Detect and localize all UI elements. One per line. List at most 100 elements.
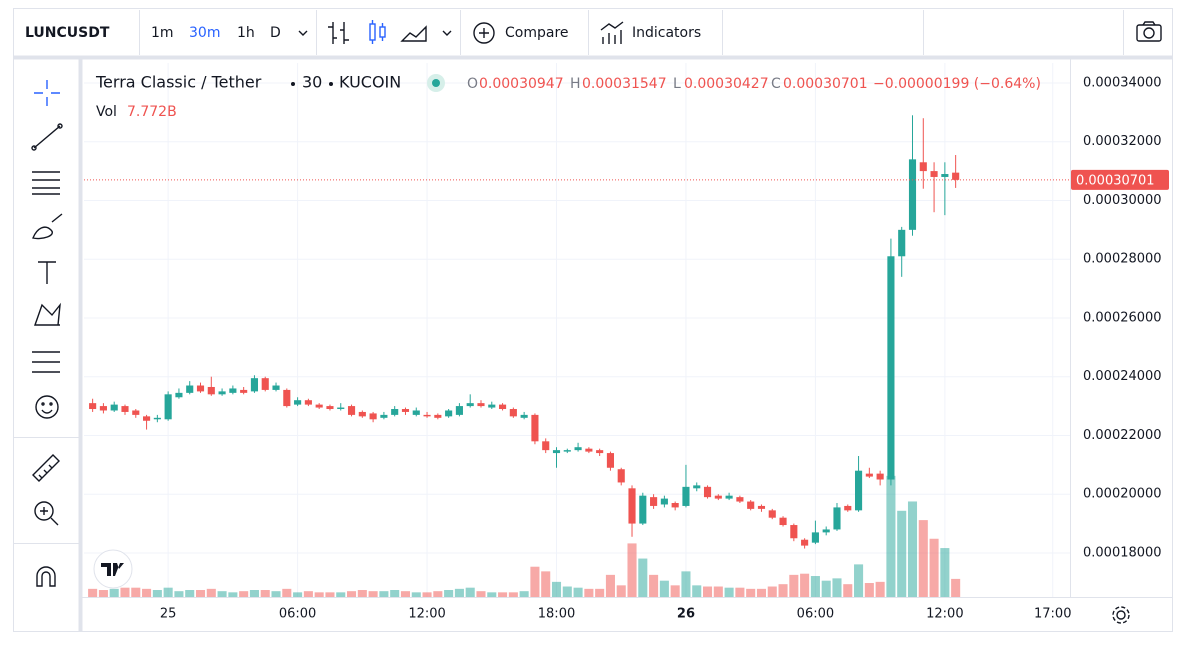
measure-tools[interactable] <box>32 454 60 526</box>
last-price-label: 0.00030701 <box>1076 173 1155 188</box>
x-tick-label: 06:00 <box>797 607 834 622</box>
candle-body <box>639 495 647 524</box>
candle-body <box>876 473 884 480</box>
drawing-tools[interactable] <box>31 80 63 419</box>
volume-bar <box>185 590 195 597</box>
bar-style-icon[interactable] <box>328 22 349 44</box>
volume-bar <box>476 591 486 597</box>
candle-body <box>196 385 205 392</box>
candle-body <box>682 486 690 506</box>
volume-bar <box>886 475 896 597</box>
frame <box>13 8 1173 632</box>
volume-bar <box>433 591 443 597</box>
style-dropdown[interactable] <box>442 30 452 36</box>
volume-bar <box>551 581 562 597</box>
magnet-tool[interactable] <box>36 566 56 587</box>
candle-style-icon[interactable] <box>369 20 386 44</box>
candle-body <box>865 473 873 477</box>
volume-bar <box>357 590 367 597</box>
volume-bar <box>854 564 864 597</box>
logo-mark <box>101 563 124 576</box>
volume-bar <box>98 590 108 597</box>
volume-bar <box>293 592 303 597</box>
candle-body <box>941 174 949 177</box>
indicators-icon[interactable] <box>600 21 624 44</box>
candle-body <box>121 406 129 412</box>
candle-body <box>574 447 582 451</box>
candle-body <box>801 539 809 546</box>
candle-body <box>445 410 453 417</box>
y-tick-label: 0.00020000 <box>1083 487 1162 502</box>
candle-body <box>855 470 863 511</box>
candle-body <box>175 392 183 398</box>
settings-icon[interactable] <box>1112 606 1130 624</box>
interval-button[interactable]: D <box>270 25 281 41</box>
interval-button[interactable]: 1h <box>237 25 255 41</box>
x-tick-label: 18:00 <box>538 607 575 622</box>
candle-body <box>391 409 399 415</box>
indicators-button[interactable]: Indicators <box>632 25 701 41</box>
y-tick-label: 0.00022000 <box>1083 428 1162 443</box>
candle-body <box>218 391 226 395</box>
legend-prefix: H <box>570 76 581 92</box>
candle-body <box>531 414 539 442</box>
candle-body <box>326 406 334 410</box>
volume-bar <box>120 587 130 597</box>
volume-bar <box>498 592 508 597</box>
interval-button[interactable]: 30m <box>189 25 220 41</box>
volume-bar <box>390 590 400 597</box>
candle-body <box>520 414 528 418</box>
candle-body <box>930 171 938 177</box>
volume-bar <box>282 588 292 597</box>
candle-body <box>250 378 259 392</box>
volume-bar <box>821 580 831 597</box>
plot-area <box>84 115 1070 597</box>
symbol[interactable]: LUNCUSDT <box>25 25 110 41</box>
volume-bar <box>832 578 842 597</box>
x-tick-label: 12:00 <box>926 607 963 622</box>
volume-bar <box>789 574 799 597</box>
y-tick-label: 0.00032000 <box>1083 134 1162 149</box>
y-tick-label: 0.00034000 <box>1083 75 1162 90</box>
volume-bar <box>649 574 659 597</box>
compare-button[interactable]: Compare <box>505 25 569 41</box>
legend-low: 0.00030427 <box>684 76 769 92</box>
volume-value: 7.772B <box>127 104 177 120</box>
candle-body <box>822 529 830 533</box>
candle-body <box>423 414 431 417</box>
legend-prefix: C <box>771 76 781 92</box>
volume-bar <box>584 588 594 597</box>
candle-body <box>294 400 302 405</box>
candle-body <box>207 386 215 395</box>
candle-body <box>89 403 97 410</box>
legend-open: 0.00030947 <box>479 76 564 92</box>
candle-body <box>790 525 798 539</box>
area-style-icon[interactable] <box>400 25 427 42</box>
candle-body <box>542 441 550 451</box>
candle-body <box>283 389 291 407</box>
y-tick-label: 0.00030000 <box>1083 193 1162 208</box>
volume-bar <box>400 591 411 597</box>
market-status-dot <box>432 79 440 87</box>
chart-title: Terra Classic / Tether <box>95 73 262 92</box>
volume-bar <box>336 592 346 597</box>
snapshot-icon[interactable] <box>1136 21 1162 42</box>
volume-bar <box>541 571 551 597</box>
interval-button[interactable]: 1m <box>151 25 174 41</box>
interval-dropdown[interactable] <box>298 30 308 36</box>
candle-body <box>563 450 571 452</box>
volume-bar <box>239 591 249 597</box>
candle-body <box>369 413 377 420</box>
compare-icon[interactable] <box>473 22 495 44</box>
candle-body <box>757 505 766 509</box>
volume-bar <box>724 587 734 597</box>
candle-body <box>240 389 248 393</box>
volume-bar <box>638 558 648 597</box>
volume-bar <box>778 584 788 597</box>
volume-bar <box>907 501 918 597</box>
candle-body <box>811 532 819 543</box>
volume-bar <box>929 538 939 597</box>
y-tick-label: 0.00026000 <box>1083 310 1162 325</box>
volume-bar <box>605 574 615 597</box>
